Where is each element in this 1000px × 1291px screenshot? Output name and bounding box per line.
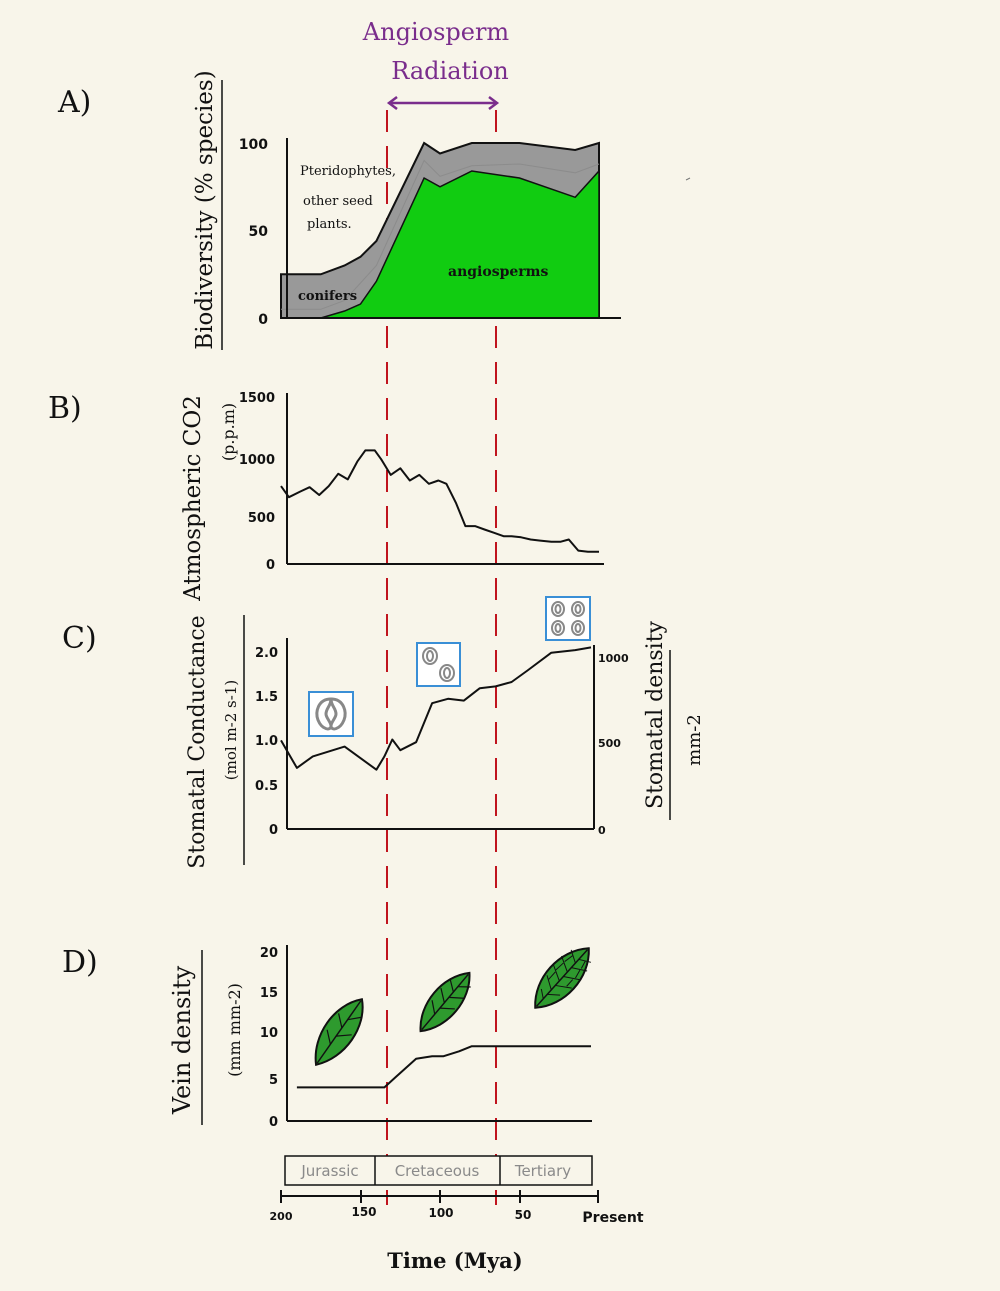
time-axis-tick-label: Present	[582, 1210, 643, 1226]
panel-c-right-ylabel-unit: mm-2	[684, 714, 705, 766]
panel-c-plot	[280, 638, 595, 830]
time-axis-tick-label: 200	[270, 1210, 293, 1223]
panel-a-label: A)	[57, 85, 91, 120]
panel-b-label: B)	[48, 391, 82, 426]
panel-a-ytick: 50	[249, 224, 269, 240]
panel-a-ytick: 100	[239, 137, 268, 153]
time-axis-tick-label: 100	[428, 1206, 453, 1220]
panel-b-ytick: 0	[266, 558, 275, 573]
panel-a-ytick-labels: 0 50 100	[239, 137, 268, 328]
period-label-tertiary: Tertiary	[514, 1162, 571, 1180]
leaf-icon-dense-veins	[534, 947, 592, 1009]
pencil-mark	[685, 177, 691, 181]
panel-d-ytick: 15	[260, 986, 278, 1001]
panel-b-plot	[280, 393, 604, 565]
radiation-title-line2: Radiation	[391, 57, 509, 85]
panel-b-ylabel-unit: (p.p.m)	[219, 403, 238, 461]
period-label-cretaceous: Cretaceous	[395, 1162, 480, 1180]
panel-d-ylabel-unit: (mm mm-2)	[225, 983, 244, 1077]
panel-c-conductance-line	[280, 646, 592, 771]
panel-d-ytick: 10	[260, 1026, 278, 1041]
panel-d-ytick: 20	[260, 946, 278, 961]
period-label-jurassic: Jurassic	[300, 1162, 358, 1180]
period-bar-frame	[284, 1155, 593, 1186]
panel-d-label: D)	[62, 945, 98, 980]
panel-b-co2-line	[280, 449, 599, 553]
stoma-icon	[571, 620, 585, 636]
panel-a-label-plants: plants.	[307, 217, 352, 232]
panel-c-label: C)	[62, 621, 97, 656]
panel-a-label-conifers: conifers	[298, 289, 357, 304]
panel-a-ylabel: Biodiversity (% species)	[192, 70, 218, 349]
panel-c-right-ytick: 500	[598, 737, 621, 750]
stomata-box-dense	[545, 596, 591, 641]
panel-c-right-ytick: 0	[598, 824, 606, 837]
panel-c-ytick: 2.0	[255, 646, 278, 661]
stoma-icon	[551, 620, 565, 636]
panel-a-area-angiosperms	[281, 169, 600, 319]
panel-c-ylabel-unit: (mol m-2 s-1)	[222, 680, 240, 780]
stoma-icon	[422, 647, 438, 665]
panel-d-ytick-labels: 0 5 10 15 20	[260, 946, 278, 1130]
panel-c-ylabel: Stomatal Conductance	[185, 615, 210, 868]
radiation-title-line1: Angiosperm	[362, 18, 510, 46]
panel-b-ytick: 1000	[239, 453, 275, 468]
leaf-icon-sparse-veins	[314, 998, 364, 1066]
panel-a-label-other-seed: other seed	[303, 194, 373, 209]
panel-d-ytick: 0	[269, 1115, 278, 1130]
panel-c-right-ytick: 1000	[598, 652, 629, 665]
stoma-icon	[315, 697, 347, 731]
panel-b-ytick: 500	[248, 511, 275, 526]
stoma-icon	[439, 664, 455, 682]
panel-c-ytick: 0.5	[255, 779, 278, 794]
panel-d-ytick: 5	[269, 1073, 278, 1088]
time-axis-tick-label: 50	[515, 1208, 532, 1222]
panel-c-right-ylabel: Stomatal density	[643, 620, 668, 809]
panel-a-ytick: 0	[258, 312, 268, 328]
time-axis-tick-label: 150	[351, 1205, 376, 1219]
leaf-icon-medium-veins	[419, 971, 471, 1033]
panel-d-vein-density-line	[296, 1045, 591, 1089]
panel-c-ytick: 1.0	[255, 734, 278, 749]
stomata-box-sparse	[308, 691, 354, 737]
period-bar: Jurassic Cretaceous Tertiary	[284, 1155, 593, 1186]
panel-b-ylabel: Atmospheric CO2	[180, 395, 206, 602]
panel-d-plot	[286, 945, 592, 1122]
panel-c-ytick: 0	[269, 823, 278, 838]
stomata-box-medium	[416, 642, 461, 687]
stoma-icon	[551, 601, 565, 617]
stoma-icon	[571, 601, 585, 617]
panel-a-label-angiosperms: angiosperms	[448, 264, 548, 280]
panel-a-plot	[280, 138, 621, 319]
panel-c-ytick: 1.5	[255, 690, 278, 705]
panel-b-ytick: 1500	[239, 391, 275, 406]
time-axis: 200 150 100 50 Present	[270, 1190, 644, 1226]
panel-a-area-pteridophytes-boundary	[281, 159, 600, 310]
time-axis-title: Time (Mya)	[387, 1248, 522, 1273]
panel-b-ytick-labels: 0 500 1000 1500	[239, 391, 275, 573]
panel-d-ylabel: Vein density	[168, 965, 196, 1115]
radiation-span-arrow	[386, 96, 500, 110]
panel-c-ytick-labels: 0 0.5 1.0 1.5 2.0	[255, 646, 278, 838]
panel-a-label-pteridophytes: Pteridophytes,	[300, 164, 396, 179]
panel-c-right-ytick-labels: 0 500 1000	[598, 652, 629, 837]
